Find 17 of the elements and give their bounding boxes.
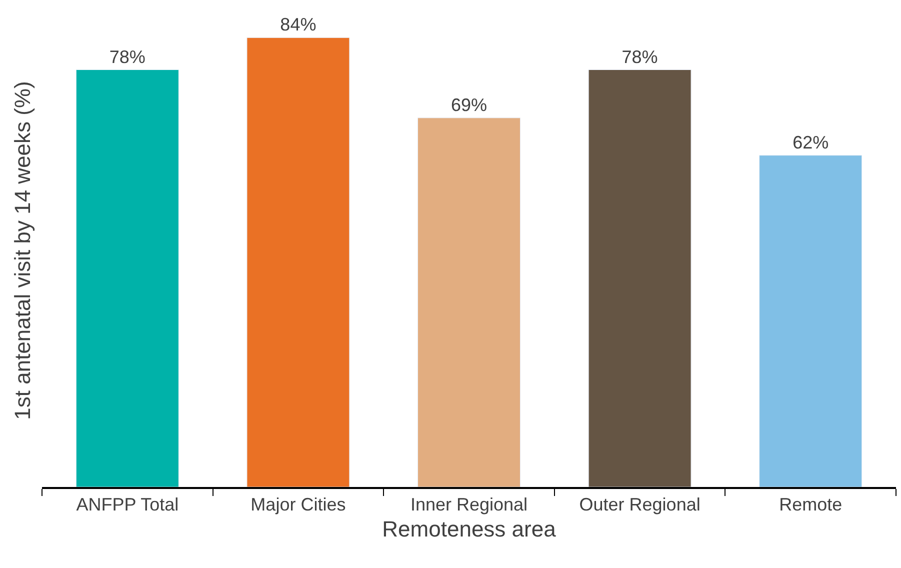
data-label: 62% <box>792 132 829 152</box>
bar <box>588 70 692 487</box>
x-tick-label: Inner Regional <box>410 494 528 514</box>
x-tick-label: Remote <box>779 494 842 514</box>
bar <box>759 155 862 487</box>
x-tick-label: Outer Regional <box>579 494 700 514</box>
x-tick-label: ANFPP Total <box>76 494 179 514</box>
data-label: 69% <box>450 94 488 115</box>
bar <box>246 37 350 487</box>
y-axis-title: 1st antenatal visit by 14 weeks (%) <box>10 81 35 420</box>
bar <box>418 118 520 487</box>
x-axis-title: Remoteness area <box>382 516 557 542</box>
data-label: 78% <box>109 46 146 67</box>
data-label: 84% <box>280 14 316 35</box>
x-tick-label: Major Cities <box>250 494 346 514</box>
data-label: 78% <box>622 46 658 67</box>
bar <box>76 70 179 487</box>
